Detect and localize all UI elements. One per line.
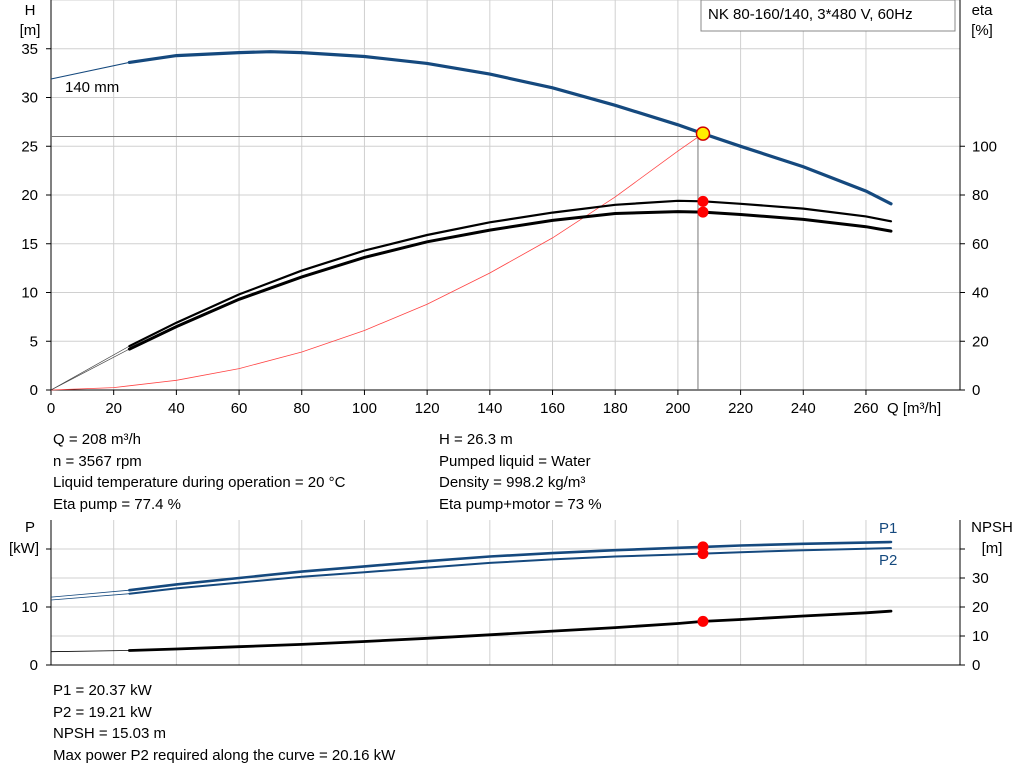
head-curve-extension	[50, 61, 130, 80]
head-curve	[127, 50, 893, 206]
x-tick-label: 240	[791, 400, 816, 417]
y-right-tick-label: 30	[972, 570, 989, 587]
eta-pump-duty-point	[697, 195, 709, 207]
y-right-tick-label: 0	[972, 382, 980, 399]
y-axis-label: H	[25, 2, 36, 19]
x-tick-label: 120	[415, 400, 440, 417]
npsh-duty-point	[697, 615, 709, 627]
head-chart: 0 20 40 60 80 100 120 140 160 180 200 220 240 2600510…	[20, 0, 997, 417]
y-right-tick-label: 60	[972, 236, 989, 253]
power-npsh-chart: 0 10 0 10 20 30 P [kW] NPSH [m] P1 P2	[9, 519, 1013, 674]
eta-pump-curve	[128, 199, 893, 348]
info-density: Density = 998.2 kg/m³	[439, 474, 586, 491]
info-speed: n = 3567 rpm	[53, 452, 142, 470]
x-tick-label: 40	[168, 400, 185, 417]
x-tick-label: 0	[47, 400, 55, 417]
eta-pump-motor-curve	[127, 210, 893, 351]
x-tick-label: 160	[540, 400, 565, 417]
p2-curve	[128, 547, 892, 595]
x-tick-label: 60	[231, 400, 248, 417]
y-right-tick-label: 40	[972, 285, 989, 302]
y-tick-label: 30	[21, 90, 38, 107]
y-tick-label: 0	[30, 657, 38, 674]
y-right-axis-unit: [m]	[982, 540, 1003, 557]
y-axis-label: P	[25, 519, 35, 536]
p2-curve-extension	[50, 593, 130, 601]
y-axis-unit: [m]	[20, 22, 41, 39]
info-right: H = 26.3 m Pumped liquid = Water Density…	[439, 429, 602, 515]
y-right-tick-label: 0	[972, 657, 980, 674]
info-flow: Q = 208 m³/h	[53, 431, 141, 448]
x-tick-label: 100	[352, 400, 377, 417]
npsh-curve-extension	[50, 650, 130, 653]
x-tick-label: 80	[293, 400, 310, 417]
y-tick-label: 35	[21, 41, 38, 58]
y-right-axis-label: eta	[972, 2, 994, 19]
y-right-tick-label: 80	[972, 187, 989, 204]
y-tick-label: 25	[21, 138, 38, 155]
y-tick-label: 20	[21, 187, 38, 204]
y-right-tick-label: 100	[972, 138, 997, 155]
eta_pump_motor-extension	[50, 348, 130, 391]
p1-series-label: P1	[879, 520, 897, 537]
eta_pump-extension	[50, 345, 130, 391]
p2-series-label: P2	[879, 552, 897, 569]
x-tick-label: 20	[105, 400, 122, 417]
x-axis-label: Q [m³/h]	[887, 400, 941, 417]
x-tick-label: 140	[477, 400, 502, 417]
y-tick-label: 10	[21, 285, 38, 302]
y-right-axis-label: NPSH	[971, 519, 1013, 536]
info-npsh: NPSH = 15.03 m	[53, 725, 166, 742]
chart-title: NK 80-160/140, 3*480 V, 60Hz	[708, 6, 913, 23]
x-tick-label: 180	[603, 400, 628, 417]
info-left: Q = 208 m³/h n = 3567 rpm Liquid tempera…	[53, 429, 345, 515]
p1-curve-extension	[50, 589, 130, 598]
info-bottom: P1 = 20.37 kW P2 = 19.21 kW NPSH = 15.03…	[53, 680, 395, 766]
info-max-power: Max power P2 required along the curve = …	[53, 746, 396, 764]
npsh-curve	[128, 609, 893, 652]
p1-curve	[128, 540, 893, 592]
y-axis-unit: [kW]	[9, 540, 39, 557]
y-tick-label: 15	[21, 236, 38, 253]
y-tick-label: 5	[30, 333, 38, 350]
y-tick-label: 0	[30, 382, 38, 399]
system-curve	[50, 133, 704, 391]
info-eta-pump-motor: Eta pump+motor = 73 %	[439, 495, 602, 513]
eta-pump-motor-duty-point	[697, 206, 709, 218]
y-right-tick-label: 10	[972, 628, 989, 645]
info-pumped-liquid: Pumped liquid = Water	[439, 452, 591, 470]
info-liquid-temperature: Liquid temperature during operation = 20…	[53, 474, 346, 491]
impeller-diameter-label: 140 mm	[65, 79, 119, 96]
y-right-axis-unit: [%]	[971, 22, 993, 39]
y-right-tick-label: 20	[972, 333, 989, 350]
info-head: H = 26.3 m	[439, 431, 513, 448]
y-right-tick-label: 20	[972, 599, 989, 616]
info-p2: P2 = 19.21 kW	[53, 703, 152, 721]
x-tick-label: 200	[665, 400, 690, 417]
info-eta-pump: Eta pump = 77.4 %	[53, 495, 181, 513]
p2-duty-point	[697, 548, 709, 560]
x-tick-label: 260	[853, 400, 878, 417]
y-tick-label: 10	[21, 599, 38, 616]
info-p1: P1 = 20.37 kW	[53, 682, 152, 699]
head-duty-point	[695, 126, 711, 141]
title-box	[700, 0, 956, 32]
x-tick-label: 220	[728, 400, 753, 417]
